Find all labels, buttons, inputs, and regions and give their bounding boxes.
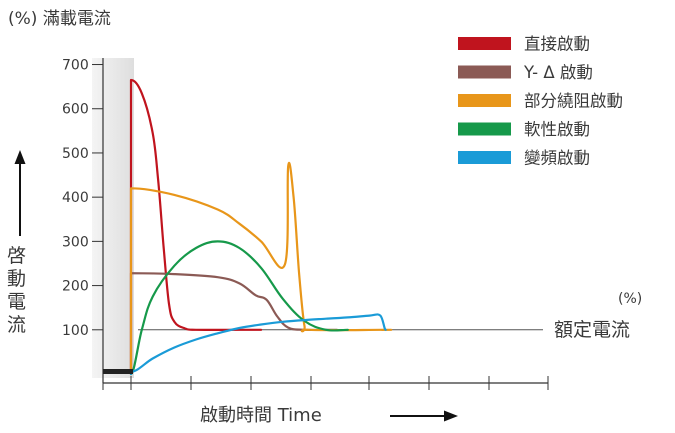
y-axis-shade	[92, 58, 134, 378]
y-tick-label: 600	[62, 102, 89, 118]
start-marker	[103, 369, 133, 374]
x-axis-label: 啟動時間 Time	[200, 405, 322, 426]
series-line-3	[129, 162, 393, 376]
legend-swatch	[458, 122, 511, 136]
y-axis-label-char: 啓	[7, 245, 26, 267]
legend-swatch	[458, 37, 511, 50]
legend-label: 變頻啟動	[524, 149, 590, 168]
series-line-5	[129, 313, 387, 376]
y-axis-label-char: 流	[7, 314, 26, 336]
legend-label: 軟性啟動	[524, 120, 590, 139]
y-axis-label-char: 動	[7, 268, 26, 290]
y-tick-label: 700	[62, 58, 89, 74]
y-tick-label: 500	[62, 146, 89, 162]
series-line-4	[129, 240, 349, 376]
series-line-1	[129, 78, 263, 376]
legend-swatch	[458, 65, 511, 79]
legend-swatch	[458, 94, 511, 107]
series-layer	[129, 78, 393, 376]
y-tick-label: 400	[62, 190, 89, 206]
rated-current-label: 額定電流	[554, 319, 630, 341]
x-axis-arrow-icon	[390, 410, 458, 422]
x-ticks	[102, 376, 549, 390]
legend-label: 直接啟動	[524, 35, 590, 54]
y-axis-label-char: 電	[7, 291, 26, 313]
y-tick-label: 100	[62, 323, 89, 339]
y-axis-arrow-icon	[14, 150, 26, 236]
legend-label: 部分繞阻啟動	[524, 92, 623, 111]
series-line-2	[129, 272, 339, 376]
y-tick-label: 200	[62, 279, 89, 295]
y-ticks: 100 200 300 400 500 600 700	[62, 58, 103, 339]
rated-current-unit: (%)	[618, 291, 642, 307]
y-tick-label: 300	[62, 234, 89, 250]
legend-swatch	[458, 151, 511, 164]
chart-title: (%) 滿載電流	[8, 9, 111, 29]
legend-label: Y- Δ 啟動	[523, 63, 593, 82]
